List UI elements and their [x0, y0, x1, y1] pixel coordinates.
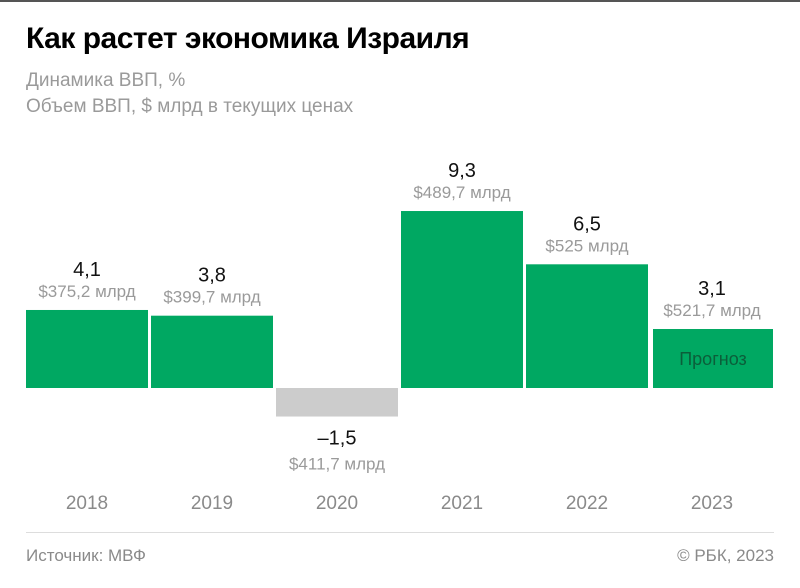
gdp-label-2018: $375,2 млрд	[38, 282, 135, 301]
value-label-2020: –1,5	[318, 428, 357, 450]
x-tick-2021: 2021	[441, 493, 483, 514]
gdp-label-2019: $399,7 млрд	[163, 288, 260, 307]
bar-2020	[276, 388, 398, 417]
value-label-2018: 4,1	[73, 259, 101, 281]
x-tick-2020: 2020	[316, 493, 358, 514]
top-border	[0, 0, 800, 2]
gdp-label-2023: $521,7 млрд	[663, 301, 760, 320]
bar-2022	[526, 264, 648, 388]
bar-2021	[401, 211, 523, 388]
gdp-label-2020: $411,7 млрд	[289, 455, 385, 474]
bar-2018	[26, 309, 148, 388]
subtitle-volume: Объем ВВП, $ млрд в текущих ценах	[26, 96, 354, 117]
gdp-label-2022: $525 млрд	[545, 236, 628, 255]
value-label-2019: 3,8	[198, 265, 226, 287]
chart-title: Как растет экономика Израиля	[26, 22, 470, 55]
x-tick-2018: 2018	[66, 493, 108, 514]
x-tick-2023: 2023	[691, 493, 733, 514]
x-tick-2019: 2019	[191, 493, 233, 514]
source-note: Источник: МВФ	[26, 546, 146, 565]
forecast-label: Прогноз	[679, 349, 747, 369]
copyright: © РБК, 2023	[677, 546, 774, 565]
value-label-2023: 3,1	[698, 278, 726, 300]
footer-divider	[26, 532, 774, 533]
gdp-label-2021: $489,7 млрд	[413, 183, 510, 202]
bar-2023	[653, 329, 773, 388]
subtitle-growth: Динамика ВВП, %	[26, 70, 186, 91]
value-label-2021: 9,3	[448, 160, 476, 182]
value-label-2022: 6,5	[573, 213, 601, 235]
bar-2019	[151, 315, 273, 388]
x-tick-2022: 2022	[566, 493, 608, 514]
